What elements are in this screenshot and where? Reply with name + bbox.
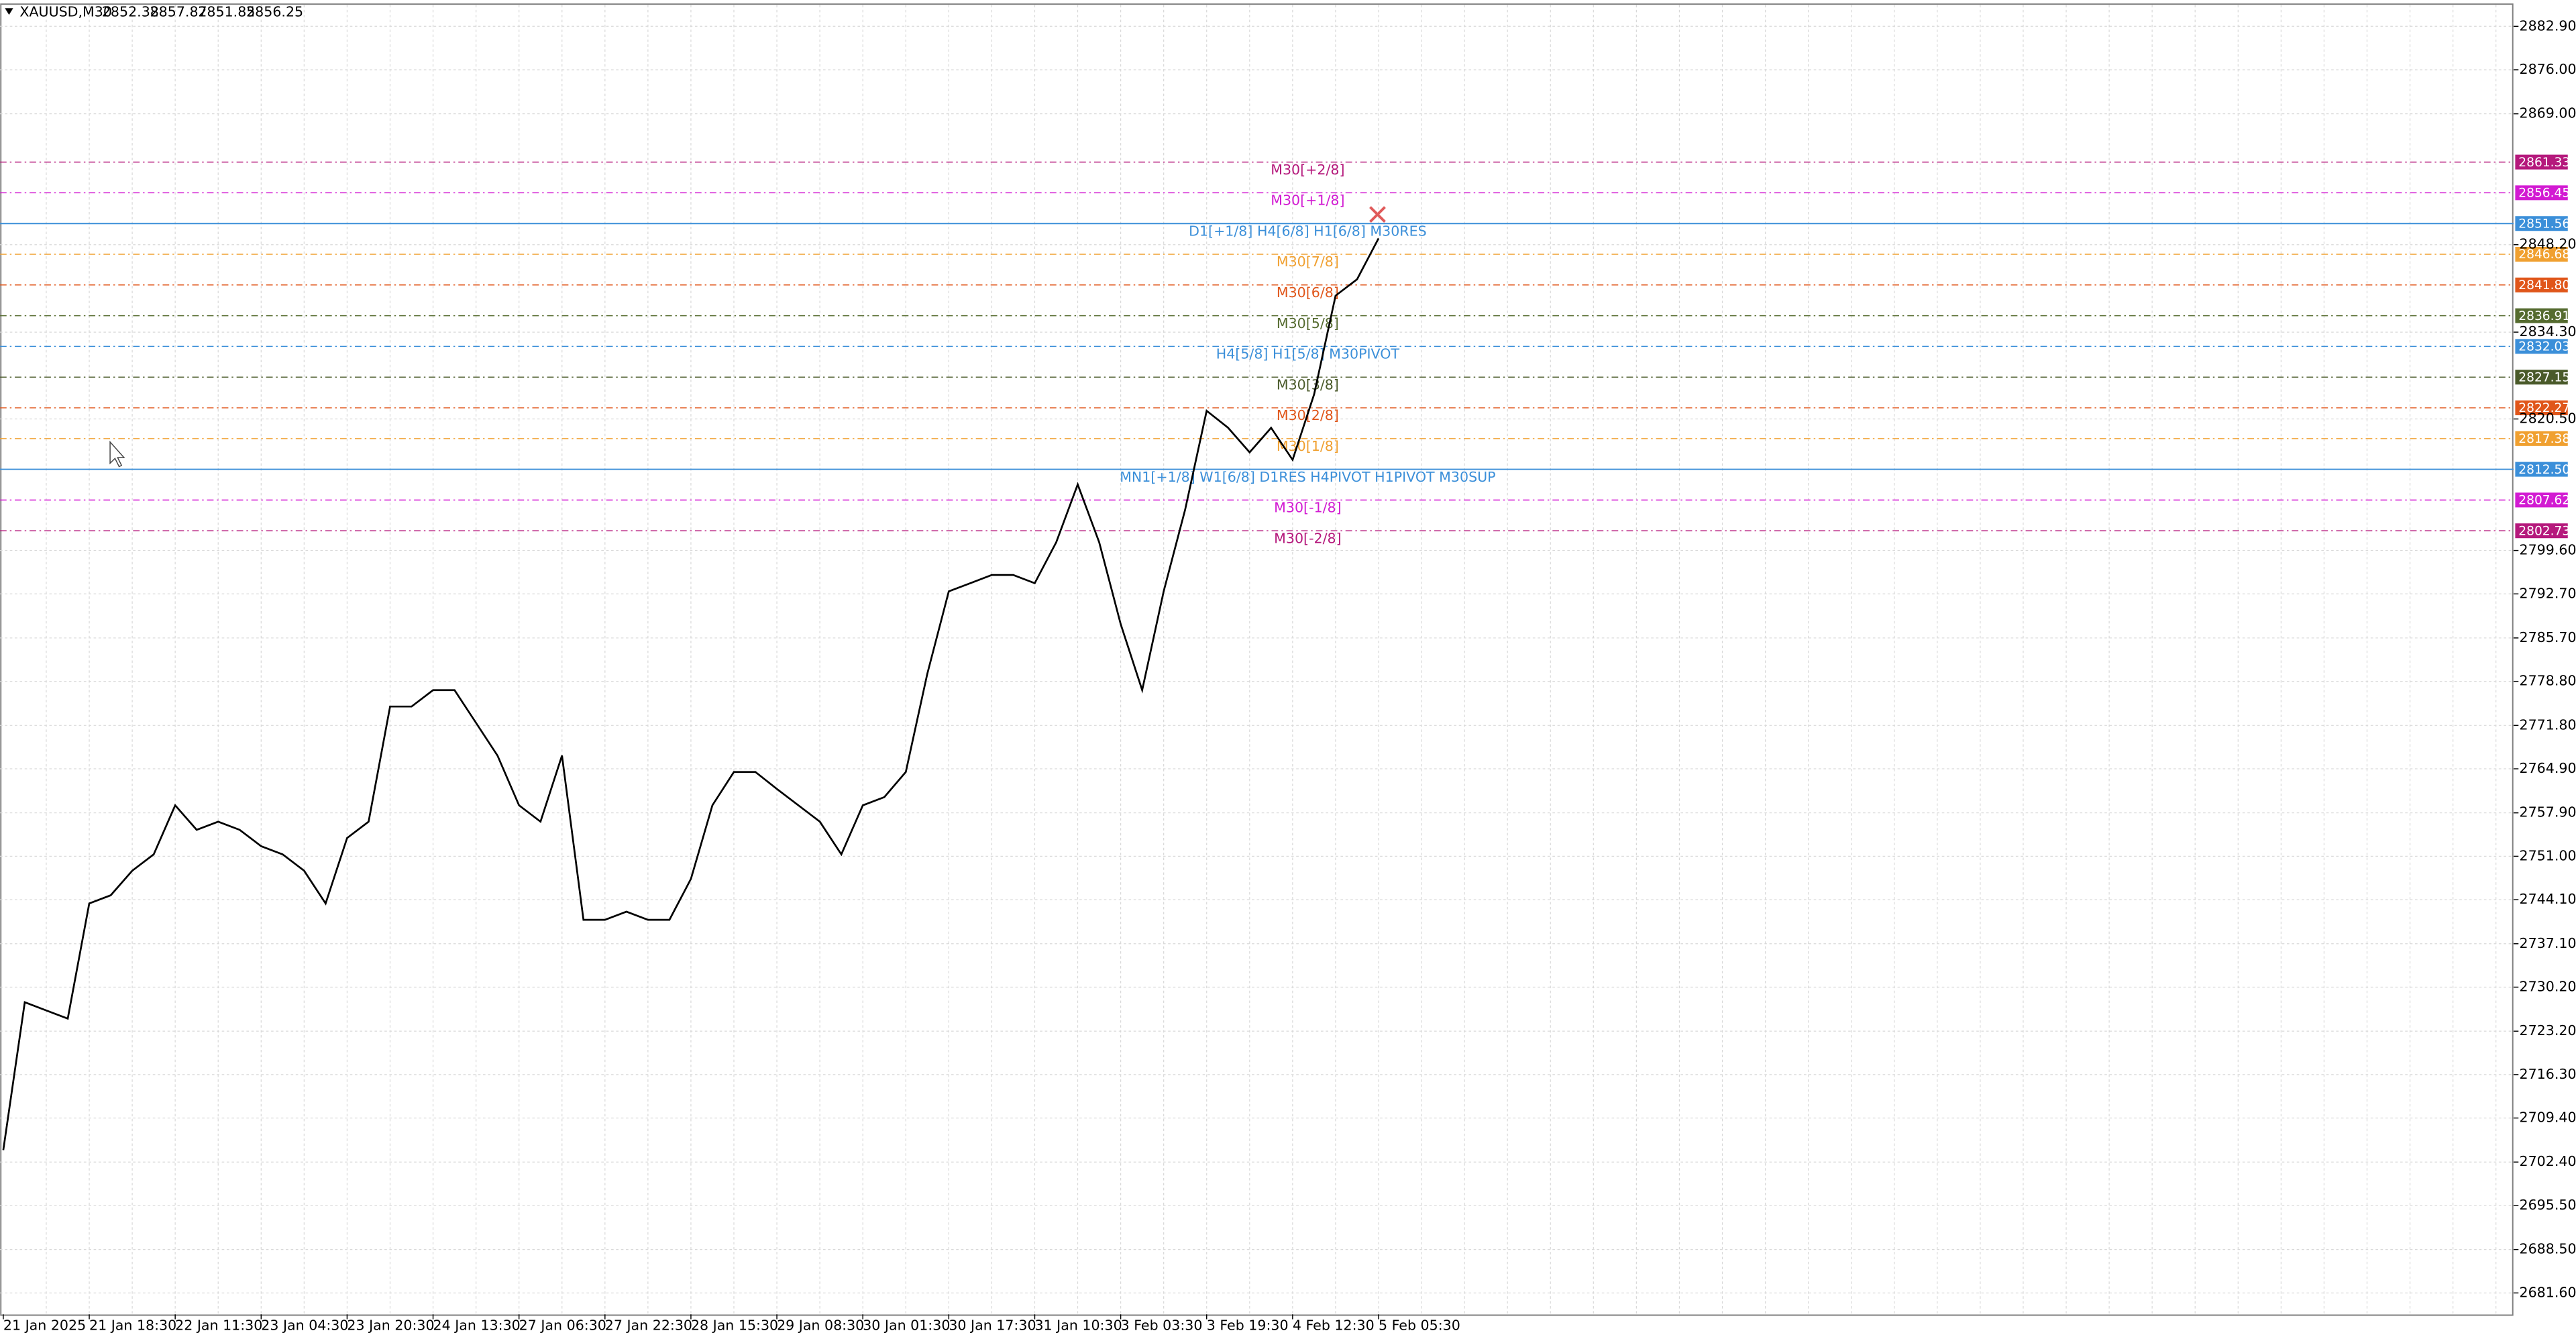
price-box [2515,523,2568,539]
price-box [2515,339,2568,354]
price-box-label: 2851.56 [2518,217,2570,231]
price-box-label: 2856.45 [2518,186,2570,201]
x-tick-label: 22 Jan 11:30 [175,1317,262,1333]
price-box [2515,308,2568,323]
price-box-label: 2827.15 [2518,370,2570,384]
y-tick-label: 2876.00 [2520,61,2576,77]
price-box-label: 2812.50 [2518,463,2570,477]
ohlc-value: 2857.87 [150,3,207,19]
y-tick-label: 2744.10 [2520,891,2576,907]
price-box-label: 2841.80 [2518,278,2570,292]
price-box [2515,431,2568,446]
x-tick-label: 27 Jan 06:30 [519,1317,606,1333]
series [2,237,1380,1150]
level-label: H4[5/8] H1[5/8] M30PIVOT [1216,346,1400,362]
levels: M30[+2/8] 2861.33 M30[+1/8] 2856.45 D1[+1/8]… [0,154,2570,546]
x-tick-label: 28 Jan 15:30 [691,1317,778,1333]
y-tick-label: 2716.30 [2520,1066,2576,1082]
price-box-label: 2817.38 [2518,432,2570,446]
x-tick-label: 21 Jan 2025 [3,1317,86,1333]
y-tick-label: 2737.10 [2520,935,2576,951]
price-box-label: 2846.68 [2518,248,2570,262]
price-box [2515,216,2568,231]
x-tick-label: 5 Feb 05:30 [1379,1317,1460,1333]
y-tick-label: 2702.40 [2520,1153,2576,1169]
ohlc-value: 2852.38 [102,3,159,19]
price-box [2515,246,2568,262]
x-tick-label: 30 Jan 17:30 [949,1317,1036,1333]
price-box-label: 2836.91 [2518,309,2570,323]
price-box-label: 2822.27 [2518,401,2570,415]
price-box [2515,185,2568,201]
symbol-title: XAUUSD,M30 [19,3,112,19]
price-box-label: 2807.62 [2518,494,2570,508]
x-tick-label: 23 Jan 04:30 [261,1317,348,1333]
trade-marker [1369,206,1386,223]
price-box [2515,277,2568,292]
price-box [2515,492,2568,508]
y-tick-label: 2695.50 [2520,1197,2576,1213]
x-tick-label: 27 Jan 22:30 [605,1317,692,1333]
price-box [2515,400,2568,415]
x-tick-label: 3 Feb 03:30 [1121,1317,1203,1333]
y-tick-label: 2771.80 [2520,716,2576,733]
ohlc-value: 2856.25 [246,3,303,19]
x-tick-label: 24 Jan 13:30 [433,1317,521,1333]
y-tick-label: 2869.00 [2520,105,2576,121]
level-label: M30[-2/8] [1274,530,1341,546]
y-tick-label: 2778.80 [2520,673,2576,689]
y-tick-label: 2882.90 [2520,17,2576,34]
cursor [109,440,125,468]
x-tick-label: 23 Jan 20:30 [347,1317,434,1333]
x-tick-label: 21 Jan 18:30 [89,1317,176,1333]
level-label: M30[-1/8] [1274,500,1341,516]
y-tick-label: 2688.50 [2520,1241,2576,1257]
level-label: M30[+2/8] [1271,162,1344,178]
y-tick-label: 2820.50 [2520,411,2576,427]
price-box [2515,370,2568,385]
axes: 2882.90 2876.00 2869.00 2848.20 2834.30 2820.… [3,17,2576,1333]
menu-arrow[interactable] [5,8,13,15]
x-tick-label: 29 Jan 08:30 [777,1317,864,1333]
y-tick-label: 2799.60 [2520,542,2576,558]
price-line [2,237,1380,1150]
y-tick-label: 2751.00 [2520,847,2576,863]
y-tick-label: 2723.20 [2520,1022,2576,1038]
level-label: MN1[+1/8] W1[6/8] D1RES H4PIVOT H1PIVOT … [1120,469,1495,485]
x-tick-label: 4 Feb 12:30 [1293,1317,1375,1333]
level-label: M30[1/8] [1277,438,1339,454]
price-box-label: 2832.03 [2518,340,2570,354]
price-box [2515,462,2568,477]
level-label: M30[+1/8] [1271,193,1344,209]
x-tick-label: 3 Feb 19:30 [1207,1317,1289,1333]
y-tick-label: 2792.70 [2520,585,2576,601]
price-box [2515,154,2568,170]
level-label: D1[+1/8] H4[6/8] H1[6/8] M30RES [1189,223,1427,239]
y-tick-label: 2757.90 [2520,804,2576,820]
x-tick-label: 30 Jan 01:30 [863,1317,950,1333]
y-tick-label: 2681.60 [2520,1284,2576,1300]
y-tick-label: 2709.40 [2520,1110,2576,1126]
price-box-label: 2861.33 [2518,156,2570,170]
x-tick-label: 31 Jan 10:30 [1034,1317,1122,1333]
ohlc-value: 2851.85 [198,3,255,19]
plot-frame [0,3,2514,1316]
y-tick-label: 2730.20 [2520,978,2576,994]
y-tick-label: 2848.20 [2520,236,2576,252]
level-label: M30[7/8] [1277,254,1339,270]
y-tick-label: 2834.30 [2520,323,2576,339]
level-label: M30[6/8] [1277,284,1339,301]
y-tick-label: 2785.70 [2520,629,2576,645]
price-box-label: 2802.73 [2518,524,2570,538]
level-label: M30[3/8] [1277,376,1339,392]
y-tick-label: 2764.90 [2520,760,2576,776]
